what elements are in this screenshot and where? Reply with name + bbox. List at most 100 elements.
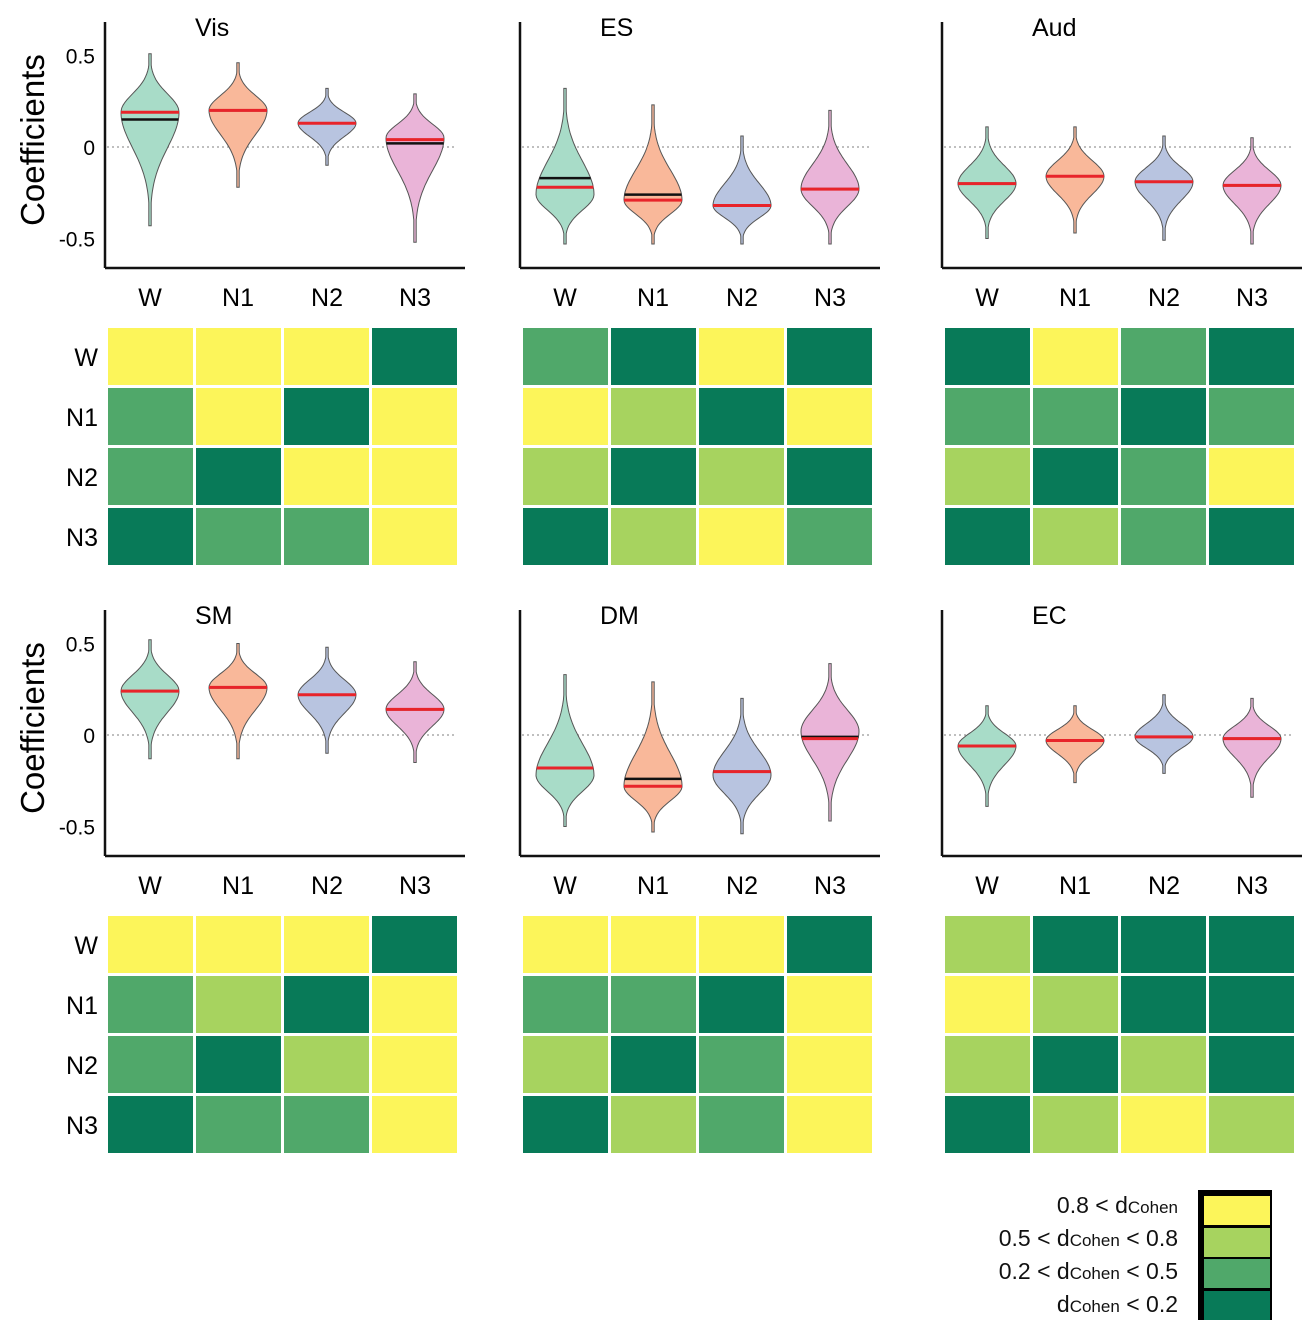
- heatmap-cell-n2-w: [108, 1036, 193, 1093]
- violin-n3: [385, 661, 445, 763]
- panel-es: ES W N1 N2 N3: [518, 14, 880, 570]
- heatmap-cell-n2-w: [945, 448, 1030, 505]
- heatmap-cell-w-n3: [372, 916, 457, 973]
- x-tick-label: W: [975, 284, 999, 312]
- violin-n1: [623, 681, 683, 833]
- heatmap-cell-n1-n3: [372, 388, 457, 445]
- heatmap-cell-n3-n3: [787, 508, 872, 565]
- x-tick-label: W: [553, 284, 577, 312]
- x-tick-label: N1: [222, 284, 254, 312]
- heatmap-cell-n1-n3: [1209, 388, 1294, 445]
- heatmap-cell-n1-w: [108, 976, 193, 1033]
- heatmap-cell-n2-n2: [699, 448, 784, 505]
- heatmap-row-label: N1: [66, 404, 98, 432]
- violin-w: [535, 674, 595, 827]
- x-tick-label: N3: [399, 872, 431, 900]
- heatmap-row-label: N2: [66, 464, 98, 492]
- heatmap-cell-n3-n1: [611, 508, 696, 565]
- x-tick-label: W: [138, 872, 162, 900]
- x-tick-label: N1: [222, 872, 254, 900]
- panel-aud: Aud W N1 N2 N3: [940, 14, 1302, 570]
- heatmap-cell-n1-n3: [1209, 976, 1294, 1033]
- legend-swatch: [1204, 1227, 1270, 1257]
- heatmap-cell-n3-n3: [787, 1096, 872, 1153]
- heatmap-cell-n3-w: [945, 508, 1030, 565]
- heatmap-cell-n2-n2: [1121, 448, 1206, 505]
- legend-subscript: Cohen: [1069, 1297, 1120, 1316]
- legend-text: 0.2 < d: [998, 1258, 1070, 1284]
- violin-n1: [623, 104, 683, 245]
- legend-text: < 0.2: [1119, 1291, 1178, 1317]
- heatmap-cell-w-n2: [284, 328, 369, 385]
- violin-n1: [1045, 126, 1105, 234]
- heatmap-row-label: W: [74, 932, 98, 960]
- heatmap-cell-n3-w: [523, 508, 608, 565]
- heatmap-row-label: N2: [66, 1052, 98, 1080]
- heatmap-cell-n3-n1: [1033, 1096, 1118, 1153]
- x-tick-label: W: [138, 284, 162, 312]
- panel-title: SM: [195, 602, 233, 630]
- heatmap-cell-n2-n3: [787, 448, 872, 505]
- heatmap-cell-n1-w: [108, 388, 193, 445]
- heatmap-cell-w-w: [523, 328, 608, 385]
- violin-n1: [208, 62, 268, 188]
- legend-item: 0.5 < dCohen < 0.8: [999, 1225, 1178, 1252]
- heatmap-cell-w-n1: [196, 916, 281, 973]
- heatmap-cell-n2-w: [945, 1036, 1030, 1093]
- y-tick-label: -0.5: [59, 817, 95, 840]
- heatmap-cell-n2-n1: [196, 1036, 281, 1093]
- x-tick-label: N2: [1148, 284, 1180, 312]
- heatmap-cell-n1-w: [523, 388, 608, 445]
- heatmap-cell-n3-n1: [196, 1096, 281, 1153]
- heatmap-cell-n1-n1: [196, 976, 281, 1033]
- heatmap-cell-n3-n1: [611, 1096, 696, 1153]
- effect-size-legend: 0.8 < dCohen 0.5 < dCohen < 0.8 0.2 < dCoh…: [930, 1186, 1290, 1326]
- heatmap-cell-w-n3: [372, 328, 457, 385]
- heatmap-cell-w-n1: [611, 328, 696, 385]
- legend-color-box: [1198, 1190, 1272, 1320]
- heatmap-cell-n2-n3: [372, 1036, 457, 1093]
- heatmap-cell-n1-n3: [787, 976, 872, 1033]
- y-tick-label: 0.5: [66, 634, 95, 657]
- x-tick-label: N2: [1148, 872, 1180, 900]
- heatmap-cell-n2-n1: [611, 1036, 696, 1093]
- legend-text: < 0.8: [1119, 1225, 1178, 1251]
- panel-sm: SM 0.5 0 -0.5 Coefficients W N1 N2 N3 W N1 N2 N3: [14, 602, 465, 1158]
- legend-item: dCohen < 0.2: [1057, 1291, 1178, 1318]
- legend-item: 0.8 < dCohen: [1057, 1192, 1178, 1219]
- x-tick-label: N1: [1059, 284, 1091, 312]
- heatmap-cell-n3-n3: [372, 508, 457, 565]
- heatmap-cell-n1-n2: [284, 388, 369, 445]
- heatmap-cell-n3-n2: [1121, 508, 1206, 565]
- y-tick-label: 0: [83, 725, 95, 748]
- heatmap-cell-n2-n1: [196, 448, 281, 505]
- heatmap-cell-n2-n2: [1121, 1036, 1206, 1093]
- heatmap-cell-w-n3: [787, 328, 872, 385]
- heatmap-cell-n2-n2: [699, 1036, 784, 1093]
- violin-n2: [712, 697, 772, 835]
- heatmap-row-label: N3: [66, 524, 98, 552]
- heatmap-cell-n2-n3: [1209, 448, 1294, 505]
- panel-dm: DM W N1 N2 N3: [518, 602, 880, 1158]
- x-tick-label: N1: [637, 872, 669, 900]
- violin-n2: [297, 646, 357, 754]
- violin-n2: [1134, 135, 1194, 241]
- violin-w: [120, 53, 180, 227]
- x-tick-label: N3: [814, 872, 846, 900]
- heatmap-cell-w-w: [945, 916, 1030, 973]
- heatmap-cell-w-n1: [611, 916, 696, 973]
- heatmap-cell-n1-n1: [196, 388, 281, 445]
- heatmap-cell-n1-n1: [611, 388, 696, 445]
- y-tick-label: 0: [83, 137, 95, 160]
- heatmap-cell-w-n2: [284, 916, 369, 973]
- heatmap-cell-w-n1: [1033, 328, 1118, 385]
- heatmap-cell-n3-n3: [1209, 508, 1294, 565]
- panel-vis: Vis 0.5 0 -0.5 Coefficients W N1 N2 N3 W N1 N2 N3: [14, 14, 465, 570]
- heatmap-cell-n2-n3: [372, 448, 457, 505]
- heatmap-cell-n3-n2: [699, 508, 784, 565]
- heatmap-cell-w-n2: [699, 328, 784, 385]
- x-tick-label: N2: [311, 872, 343, 900]
- violin-n3: [1222, 697, 1282, 798]
- legend-item: 0.2 < dCohen < 0.5: [999, 1258, 1178, 1285]
